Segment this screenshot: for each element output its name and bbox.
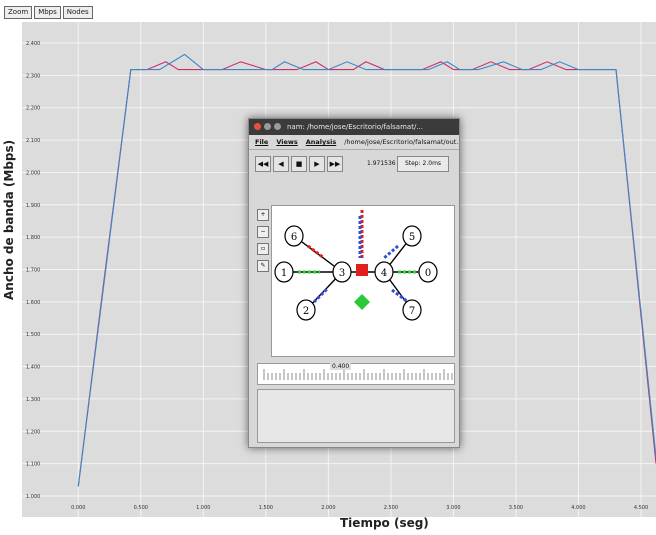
x-tick-label: 0.500 (134, 505, 148, 511)
node-1 (274, 261, 294, 283)
y-tick-label: 2.400 (26, 41, 40, 47)
fit-icon[interactable]: ▫ (257, 243, 269, 255)
y-axis-label: Ancho de banda (Mbps) (2, 139, 16, 300)
node-7 (402, 299, 422, 321)
menu-file-path: /home/jose/Escritorio/falsamat/out.nam (344, 138, 459, 146)
menu-analysis[interactable]: Analysis (305, 138, 337, 146)
chart-button-bar: Zoom Mbps Nodes (4, 6, 93, 19)
zoom-in-icon[interactable]: + (257, 209, 269, 221)
node-label: 7 (409, 306, 415, 317)
rewind-button[interactable]: ◀◀ (255, 156, 271, 172)
time-slider[interactable]: 0.400 (257, 363, 455, 385)
network-topology: 0 1 2 3 4 5 6 7 (274, 210, 438, 321)
series-line-1 (77, 53, 656, 487)
x-tick-label: 3.000 (446, 505, 460, 511)
node-6 (284, 225, 304, 247)
y-tick-label: 1.100 (26, 462, 40, 468)
packet-mark (383, 244, 399, 260)
x-tick-label: 3.500 (509, 505, 523, 511)
x-tick-label: 4.000 (571, 505, 585, 511)
y-tick-label: 1.900 (26, 203, 40, 209)
node-label: 5 (409, 232, 415, 243)
maximize-window-icon[interactable] (274, 123, 281, 130)
y-tick-label: 1.600 (26, 300, 40, 306)
menu-file[interactable]: File (255, 138, 269, 146)
x-tick-label: 1.000 (196, 505, 210, 511)
x-axis-label: Tiempo (seg) (340, 516, 429, 530)
nodes-button[interactable]: Nodes (62, 6, 93, 19)
time-ruler (263, 369, 453, 380)
time-display: 1.971536 (367, 160, 396, 167)
x-tick-label: 1.500 (259, 505, 273, 511)
y-tick-label: 1.300 (26, 397, 40, 403)
packet-mark (312, 286, 330, 304)
nam-zoom-sidebar: + − ▫ ✎ (257, 209, 269, 354)
node-2 (296, 299, 316, 321)
y-tick-label: 1.700 (26, 268, 40, 274)
green-diamond (354, 294, 370, 310)
x-tick-label: 2.500 (384, 505, 398, 511)
node-4 (374, 261, 394, 283)
nam-toolbar: ◀◀ ◀ ■ ▶ ▶▶ 1.971536 Step: 2.0ms (249, 150, 459, 178)
time-slider-thumb[interactable]: 0.400 (330, 363, 352, 370)
nam-menu-bar: File Views Analysis /home/jose/Escritori… (249, 135, 459, 150)
node-0 (418, 261, 438, 283)
nam-title-text: nam: /home/jose/Escritorio/falsamat/... (287, 123, 423, 131)
mbps-button[interactable]: Mbps (34, 6, 61, 19)
play-backward-button[interactable]: ◀ (273, 156, 289, 172)
x-tick-label: 0.000 (71, 505, 85, 511)
node-label: 0 (425, 268, 431, 279)
node-label: 3 (339, 268, 345, 279)
stop-button[interactable]: ■ (291, 156, 307, 172)
y-tick-label: 1.500 (26, 332, 40, 338)
play-forward-button[interactable]: ▶ (309, 156, 325, 172)
packet-mark (391, 288, 409, 304)
edit-icon[interactable]: ✎ (257, 260, 269, 272)
y-tick-label: 1.200 (26, 429, 40, 435)
menu-views[interactable]: Views (276, 138, 298, 146)
close-window-icon[interactable] (254, 123, 261, 130)
y-tick-label: 1.400 (26, 365, 40, 371)
y-tick-label: 2.200 (26, 106, 40, 112)
node-label: 2 (303, 306, 309, 317)
node-label: 6 (291, 232, 297, 243)
node-3 (332, 261, 352, 283)
node-5 (402, 225, 422, 247)
zoom-out-icon[interactable]: − (257, 226, 269, 238)
x-tick-label: 2.000 (321, 505, 335, 511)
queue-red-square (356, 264, 368, 276)
nam-window: nam: /home/jose/Escritorio/falsamat/... … (248, 118, 460, 448)
fast-forward-button[interactable]: ▶▶ (327, 156, 343, 172)
monitor-panel (257, 389, 455, 443)
nam-title-bar: nam: /home/jose/Escritorio/falsamat/... (249, 119, 459, 135)
y-tick-label: 1.800 (26, 235, 40, 241)
y-tick-label: 2.000 (26, 170, 40, 176)
y-tick-label: 2.100 (26, 138, 40, 144)
zoom-button[interactable]: Zoom (4, 6, 33, 19)
packet-mark (307, 244, 325, 260)
node-label: 4 (381, 268, 387, 279)
series-line-0 (77, 61, 656, 487)
y-tick-label: 2.300 (26, 73, 40, 79)
minimize-window-icon[interactable] (264, 123, 271, 130)
step-button[interactable]: Step: 2.0ms (397, 156, 449, 172)
y-tick-label: 1.000 (26, 494, 40, 500)
x-tick-label: 4.500 (634, 505, 648, 511)
network-animation-canvas[interactable]: 0 1 2 3 4 5 6 7 (271, 205, 455, 357)
node-label: 1 (281, 268, 287, 279)
